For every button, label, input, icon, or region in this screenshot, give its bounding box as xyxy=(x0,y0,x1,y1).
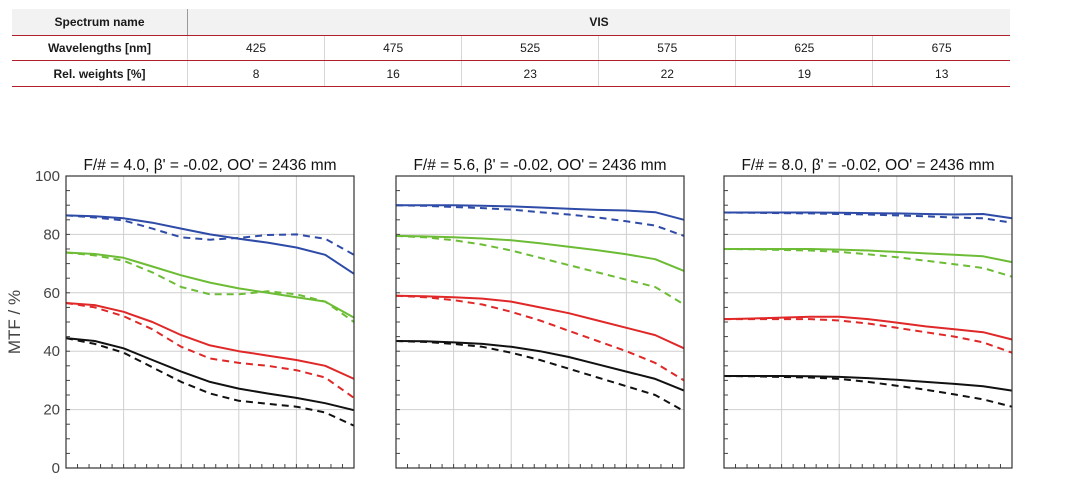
mtf-chart-3: F/# = 8.0, β' = -0.02, OO' = 2436 mm xyxy=(723,157,1013,469)
plot-frame xyxy=(65,175,355,469)
mtf-curve-solid-1 xyxy=(724,211,1013,220)
mtf-chart-1: F/# = 4.0, β' = -0.02, OO' = 2436 mm 0 20 4… xyxy=(5,157,355,477)
mtf-curve-solid-1 xyxy=(65,214,355,275)
wavelength-cell: 525 xyxy=(461,35,599,61)
y-tick-label: 60 xyxy=(43,285,60,302)
wavelength-label: Wavelengths [nm] xyxy=(12,35,188,61)
weight-cell: 8 xyxy=(186,60,325,87)
mtf-curve-solid-5 xyxy=(395,294,685,350)
y-axis-label: MTF / % xyxy=(5,290,24,354)
wavelength-row: Wavelengths [nm] 425 475 525 575 625 675 xyxy=(12,35,1010,61)
mtf-curve-solid-7 xyxy=(395,340,685,392)
wavelength-cell: 575 xyxy=(598,35,736,61)
mtf-curve-dashed-8 xyxy=(395,340,685,412)
weight-cell: 13 xyxy=(872,60,1010,87)
mtf-curve-solid-1 xyxy=(396,204,685,221)
wavelength-cell: 625 xyxy=(735,35,873,61)
mtf-curve-solid-3 xyxy=(395,234,685,272)
chart-title: F/# = 5.6, β' = -0.02, OO' = 2436 mm xyxy=(413,157,666,174)
mtf-curve-dashed-2 xyxy=(723,211,1013,224)
mtf-charts: F/# = 4.0, β' = -0.02, OO' = 2436 mm 0 20 4… xyxy=(5,157,1013,477)
weight-cell: 23 xyxy=(461,60,599,87)
y-tick-label: 0 xyxy=(52,460,60,477)
weight-cell: 16 xyxy=(324,60,462,87)
wavelength-cell: 425 xyxy=(186,35,325,61)
plot-frame xyxy=(723,175,1013,469)
chart-title: F/# = 8.0, β' = -0.02, OO' = 2436 mm xyxy=(741,157,994,174)
spectrum-value: VIS xyxy=(187,9,1010,36)
weight-cell: 22 xyxy=(598,60,736,87)
mtf-curve-dashed-6 xyxy=(724,318,1013,354)
weights-label: Rel. weights [%] xyxy=(12,60,188,87)
wavelength-cell: 675 xyxy=(872,35,1010,61)
mtf-curve-dashed-2 xyxy=(65,214,355,256)
mtf-chart-2: F/# = 5.6, β' = -0.02, OO' = 2436 mm xyxy=(395,157,685,469)
plot-frame xyxy=(395,175,685,469)
wavelength-cell: 475 xyxy=(324,35,462,61)
mtf-curve-solid-3 xyxy=(65,251,355,319)
mtf-curve-solid-3 xyxy=(724,248,1013,264)
mtf-curve-dashed-8 xyxy=(65,337,355,427)
y-tick-label: 20 xyxy=(43,402,60,419)
mtf-curve-dashed-4 xyxy=(395,234,685,306)
y-tick-label: 80 xyxy=(43,226,60,243)
mtf-curve-solid-5 xyxy=(723,315,1013,341)
mtf-curve-dashed-4 xyxy=(65,251,355,323)
mtf-curve-solid-7 xyxy=(65,337,355,412)
mtf-curve-dashed-6 xyxy=(65,302,355,399)
mtf-curve-dashed-4 xyxy=(723,248,1013,278)
weight-cell: 19 xyxy=(735,60,873,87)
spectrum-label: Spectrum name xyxy=(12,9,188,36)
mtf-curve-solid-7 xyxy=(724,375,1013,392)
y-tick-label: 100 xyxy=(35,168,60,185)
spectrum-table: Spectrum name VIS Wavelengths [nm] 425 4… xyxy=(12,9,1010,87)
y-tick-label: 40 xyxy=(43,343,60,360)
mtf-curve-dashed-6 xyxy=(395,294,685,382)
mtf-curve-dashed-8 xyxy=(723,375,1013,408)
mtf-curve-dashed-2 xyxy=(395,204,685,237)
spectrum-row: Spectrum name VIS xyxy=(12,9,1010,36)
weights-row: Rel. weights [%] 8 16 23 22 19 13 xyxy=(12,60,1010,87)
chart-title: F/# = 4.0, β' = -0.02, OO' = 2436 mm xyxy=(83,157,336,174)
mtf-curve-solid-5 xyxy=(65,302,355,380)
